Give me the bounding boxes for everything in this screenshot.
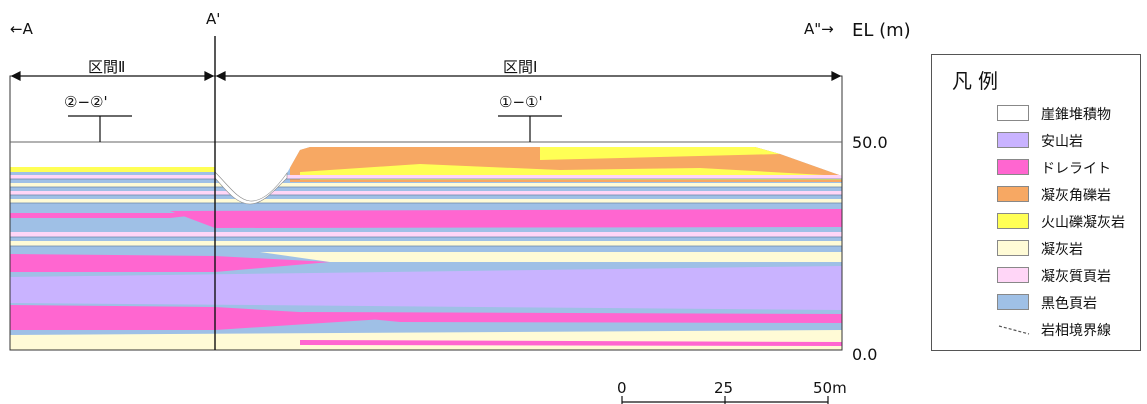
dolerite-lower [10,305,400,330]
legend-swatch [997,105,1029,121]
tuffaceous-shale-band [10,175,842,179]
section-1-label: 区間Ⅰ [503,58,538,76]
legend-label: 黒色頁岩 [1041,296,1097,312]
legend-label: 凝灰角礫岩 [1041,188,1111,204]
scale-bar [621,396,829,404]
scale-tick-0: 0 [617,379,627,397]
tuffaceous-shale-band [10,191,842,195]
scale-tick-50: 50m [813,379,847,397]
legend-item: 安山岩 [997,130,1137,150]
legend-swatch [997,267,1029,283]
elevation-label: EL (m) [852,20,911,41]
legend-label: 安山岩 [1041,134,1083,150]
legend-label: 崖錐堆積物 [1041,107,1111,123]
legend-label: 凝灰岩 [1041,242,1083,258]
legend-label: ドレライト [1041,161,1111,177]
legend-item: ドレライト [997,157,1137,177]
legend: 凡例 崖錐堆積物安山岩ドレライト凝灰角礫岩火山礫凝灰岩 凝灰岩凝灰質頁岩黒色頁岩岩… [931,54,1141,351]
legend-title: 凡例 [952,69,1004,93]
legend-item: 崖錐堆積物 [997,103,1137,123]
legend-label: 岩相境界線 [1041,323,1111,339]
elevation-tick-50: 50.0 [852,133,888,152]
lithology-boundaries [10,178,842,247]
section-span-arrows [10,71,842,81]
legend-label: 火山礫凝灰岩 [1041,215,1125,231]
tuff-layer [260,252,842,262]
dolerite-upper [170,209,842,228]
legend-item: 凝灰岩 [997,238,1137,258]
legend-swatch [997,132,1029,148]
lapilli-tuff-left [10,167,215,172]
strata-group [10,147,842,350]
left-marker: ←A [10,20,33,38]
legend-item: 凝灰角礫岩 [997,184,1137,204]
legend-swatch [997,294,1029,310]
tuff-band [10,199,842,203]
dolerite-left-thin [10,213,215,218]
section-2-label: 区間Ⅱ [88,58,126,76]
section-2-sub-label: ②−②' [64,93,108,111]
talus-deposit [214,171,288,205]
tuff-band [10,241,842,246]
tuffaceous-shale-band [10,232,842,237]
legend-item: 凝灰質頁岩 [997,265,1137,285]
right-marker: A"→ [804,20,834,38]
dolerite-bottom-thin [300,340,842,346]
dolerite-lower-right [300,312,842,323]
legend-item: 火山礫凝灰岩 [997,211,1137,231]
legend-swatch [997,159,1029,175]
legend-item: 黒色頁岩 [997,292,1137,312]
legend-swatch [997,186,1029,202]
section-1-sub-label: ①−①' [499,93,543,111]
legend-label: 凝灰質頁岩 [1041,269,1111,285]
andesite-layer [10,266,842,310]
tuff-band [10,183,842,187]
elevation-tick-0: 0.0 [852,345,878,364]
scale-tick-25: 25 [714,379,734,397]
legend-swatch [997,240,1029,256]
mid-marker: A' [206,10,221,28]
dolerite-middle [10,254,330,272]
cross-section-markers [68,115,562,142]
legend-line-swatch [998,325,1030,335]
lapilli-tuff-upper [540,147,780,160]
legend-swatch [997,213,1029,229]
legend-item: 岩相境界線 [997,319,1137,339]
